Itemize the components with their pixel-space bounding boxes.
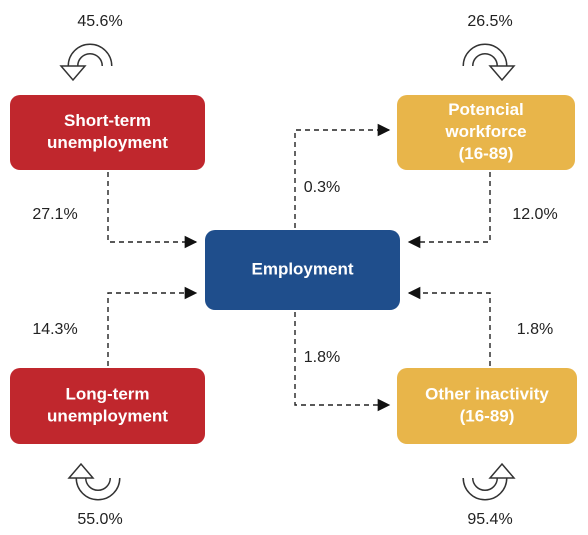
dashed-arrows — [107, 123, 491, 412]
flow-label: 1.8% — [304, 349, 340, 366]
flow-arrow — [407, 172, 491, 249]
node-label: (16-89) — [460, 406, 515, 425]
node-box — [10, 95, 205, 170]
node-label: unemployment — [47, 406, 168, 425]
node-box — [397, 95, 575, 170]
flow-arrow — [294, 312, 391, 412]
flow-label: 45.6% — [77, 13, 122, 30]
loop-arrow-body — [69, 45, 111, 67]
loop-arrowhead — [488, 65, 516, 82]
flow-label: 95.4% — [467, 511, 512, 528]
flow-arrow — [407, 286, 491, 366]
node-label: Other inactivity — [425, 384, 549, 403]
loop-arrowhead — [488, 462, 516, 479]
flow-label: 0.3% — [304, 179, 340, 196]
node-label: Employment — [251, 259, 353, 278]
flow-arrow — [107, 172, 198, 249]
node-label: workforce — [444, 122, 526, 141]
flow-arrow — [107, 286, 198, 366]
node-box — [205, 230, 400, 310]
flow-label: 26.5% — [467, 13, 512, 30]
loop-arrowhead — [67, 462, 95, 479]
node-box — [10, 368, 205, 444]
loop-arrow-body — [77, 477, 119, 499]
loop-arrowhead — [59, 65, 87, 82]
flow-label: 1.8% — [517, 321, 553, 338]
flow-label: 55.0% — [77, 511, 122, 528]
loop-arrow-body — [464, 477, 506, 499]
flow-label: 12.0% — [512, 206, 557, 223]
node-label: Short-term — [64, 111, 151, 130]
flow-label: 14.3% — [32, 321, 77, 338]
node-label: Long-term — [65, 384, 149, 403]
loop-arrow-body — [464, 45, 506, 67]
flow-label: 27.1% — [32, 206, 77, 223]
node-box — [397, 368, 577, 444]
node-label: (16-89) — [459, 144, 514, 163]
node-label: unemployment — [47, 133, 168, 152]
node-label: Potencial — [448, 100, 524, 119]
